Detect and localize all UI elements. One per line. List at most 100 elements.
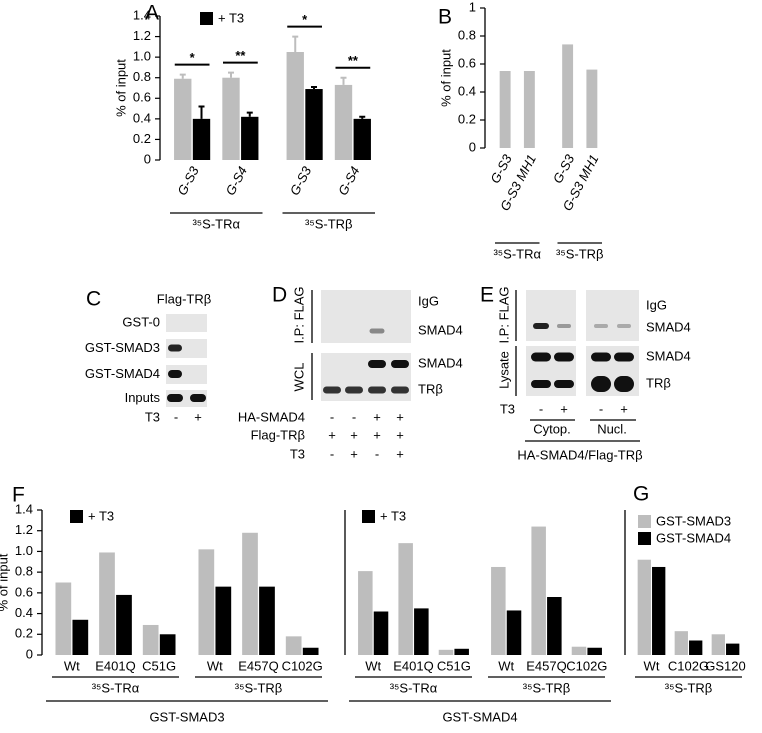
blot-label: GST-SMAD3 [85,340,160,355]
blot-band [369,328,385,334]
bar [506,610,522,655]
blot-label: Cytop. [533,421,571,436]
group-label: ³⁵S-TRβ [305,216,353,231]
group-label: ³⁵S-TRβ [665,680,713,695]
bar [259,586,275,655]
legend-label: + T3 [380,508,406,523]
blot-band [614,376,634,392]
panel-label: E [480,284,494,307]
blot-band [554,352,574,362]
blot-label: T3 [500,401,515,416]
bar [674,631,688,655]
bar [398,543,413,655]
bar [454,648,469,655]
y-tick-label: 0.4 [458,83,476,98]
y-tick-label: 0 [144,151,151,166]
panel-label: D [272,284,287,307]
blot-label: - [599,401,603,416]
x-tick-label: E401Q [393,658,433,673]
blot-label: + [350,446,358,461]
bar [116,594,132,655]
legend-swatch [200,12,213,25]
blot-label: SMAD4 [418,355,463,370]
bar [531,526,546,655]
blot-label: Flag-TRβ [157,291,211,306]
bar [305,89,323,160]
blot-label: + [373,409,381,424]
y-tick-label: 0.2 [133,131,151,146]
blot-label: T3 [145,409,160,424]
blot-frame [164,388,209,409]
blot-band [554,380,574,388]
blot-band [591,376,611,392]
bar [285,636,302,655]
x-tick-label: G-S4 [223,164,250,198]
bar [562,44,574,148]
error-bar [359,115,366,119]
x-tick-label: Wt [64,658,80,673]
bar [637,559,651,655]
panel-label: A [145,2,159,25]
bar [222,77,240,160]
blot-label: T3 [290,446,305,461]
y-axis-label: % of input [438,49,453,107]
bar [523,71,535,148]
significance: ** [235,48,246,63]
bar [334,84,353,160]
blot-label: - [330,409,334,424]
y-tick-label: 1.2 [133,28,151,43]
blot-band [190,394,206,402]
bar [302,647,319,655]
error-bar [311,85,318,90]
legend-swatch [638,532,651,545]
blot-band [391,386,409,394]
bar [353,118,371,160]
panel-label: G [633,483,649,506]
blot-frame [584,288,641,343]
blot-label: Lysate [496,351,511,389]
panel-label: B [438,6,452,29]
x-tick-label: GS120 [705,658,745,673]
blot-band [167,394,183,402]
bar [358,571,373,655]
blot-band [368,386,386,394]
bar [55,582,72,655]
bar [587,647,602,655]
bar [373,611,389,655]
group-label: ³⁵S-TRα [390,680,438,695]
blot-label: Nucl. [597,421,627,436]
y-tick-label: 1.4 [133,7,151,22]
bar [192,118,211,160]
blot-band [557,324,571,328]
bar [159,634,176,655]
group-label: ³⁵S-TRβ [235,680,283,695]
x-tick-label: C51G [437,658,471,673]
bar [711,634,725,655]
blot-label: + [560,401,568,416]
blot-label: SMAD4 [646,319,691,334]
blot-band [594,324,608,328]
blot-label: + [396,409,404,424]
bar [414,608,429,655]
y-tick-label: 0.4 [133,110,151,125]
blot-label: Inputs [125,390,161,405]
blot-frame [319,351,413,403]
blot-band [323,386,341,394]
group-label: ³⁵S-TRα [92,680,140,695]
blot-band [391,360,409,368]
panel-label: C [86,288,101,311]
blot-frame [319,288,413,345]
blot-label: - [375,446,379,461]
legend-label: GST-SMAD3 [656,513,731,528]
x-tick-label: G-S4 [335,164,362,198]
bar [571,646,587,655]
x-tick-label: Wt [207,658,223,673]
bar [586,69,598,148]
group-label: ³⁵S-TRα [192,216,240,231]
error-bar [227,71,234,78]
bar [142,624,159,655]
x-tick-label: E457Q [526,658,566,673]
bar [198,549,215,655]
blot-label: + [328,427,336,442]
x-tick-label: C102G [282,658,323,673]
